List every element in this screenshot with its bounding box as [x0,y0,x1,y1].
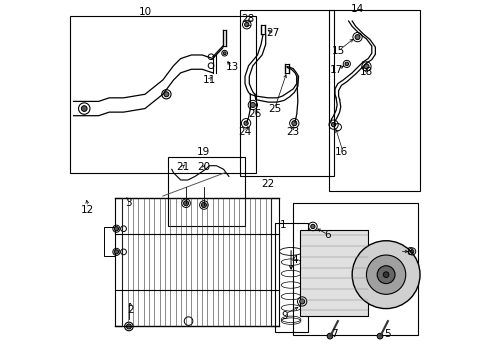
Bar [300,230,368,316]
Circle shape [327,333,333,339]
Text: 18: 18 [360,67,373,77]
Text: 26: 26 [248,109,261,119]
Circle shape [383,272,389,278]
Circle shape [223,52,226,55]
Text: 14: 14 [351,4,364,14]
Bar [104,228,115,256]
Bar [329,10,420,191]
Circle shape [201,203,206,207]
Text: 4: 4 [292,255,298,265]
Text: 8: 8 [406,247,413,257]
Text: 7: 7 [331,329,338,339]
Circle shape [355,35,360,40]
Text: 11: 11 [203,75,216,85]
Text: 2: 2 [127,305,134,315]
Circle shape [164,92,169,97]
Circle shape [250,103,255,108]
Circle shape [114,226,119,231]
Text: 13: 13 [226,63,239,72]
Text: 15: 15 [332,46,345,56]
Text: 21: 21 [176,162,189,172]
Text: 6: 6 [324,230,330,240]
Text: 5: 5 [385,329,391,339]
Circle shape [345,62,348,66]
Circle shape [245,22,249,27]
Text: 25: 25 [268,104,281,114]
Bar [115,198,122,327]
Bar [271,198,279,327]
Text: 12: 12 [81,205,95,215]
Text: 22: 22 [262,179,275,189]
Circle shape [377,333,383,339]
Circle shape [377,266,395,284]
Circle shape [184,201,189,206]
Circle shape [81,106,87,111]
Circle shape [364,64,369,69]
Text: 17: 17 [330,65,343,75]
Circle shape [331,122,336,127]
Text: 27: 27 [266,28,279,38]
Circle shape [292,121,297,126]
Text: 9: 9 [282,311,288,321]
Bar [240,10,334,176]
Text: 1: 1 [280,220,286,230]
Circle shape [311,224,315,229]
Circle shape [411,249,414,253]
Circle shape [352,241,420,309]
Text: 20: 20 [197,162,211,172]
Bar [275,223,308,332]
Circle shape [114,250,119,254]
Bar [168,157,245,226]
Text: 19: 19 [197,147,211,157]
Text: 16: 16 [335,147,348,157]
Circle shape [367,255,406,294]
Circle shape [244,121,248,125]
Text: 3: 3 [125,198,132,208]
Text: 28: 28 [241,14,254,23]
Text: 10: 10 [138,7,151,17]
Circle shape [126,324,131,329]
Text: 24: 24 [238,127,252,137]
Text: 23: 23 [287,127,300,137]
Circle shape [300,299,305,304]
Bar [70,16,256,173]
Bar [293,203,418,336]
